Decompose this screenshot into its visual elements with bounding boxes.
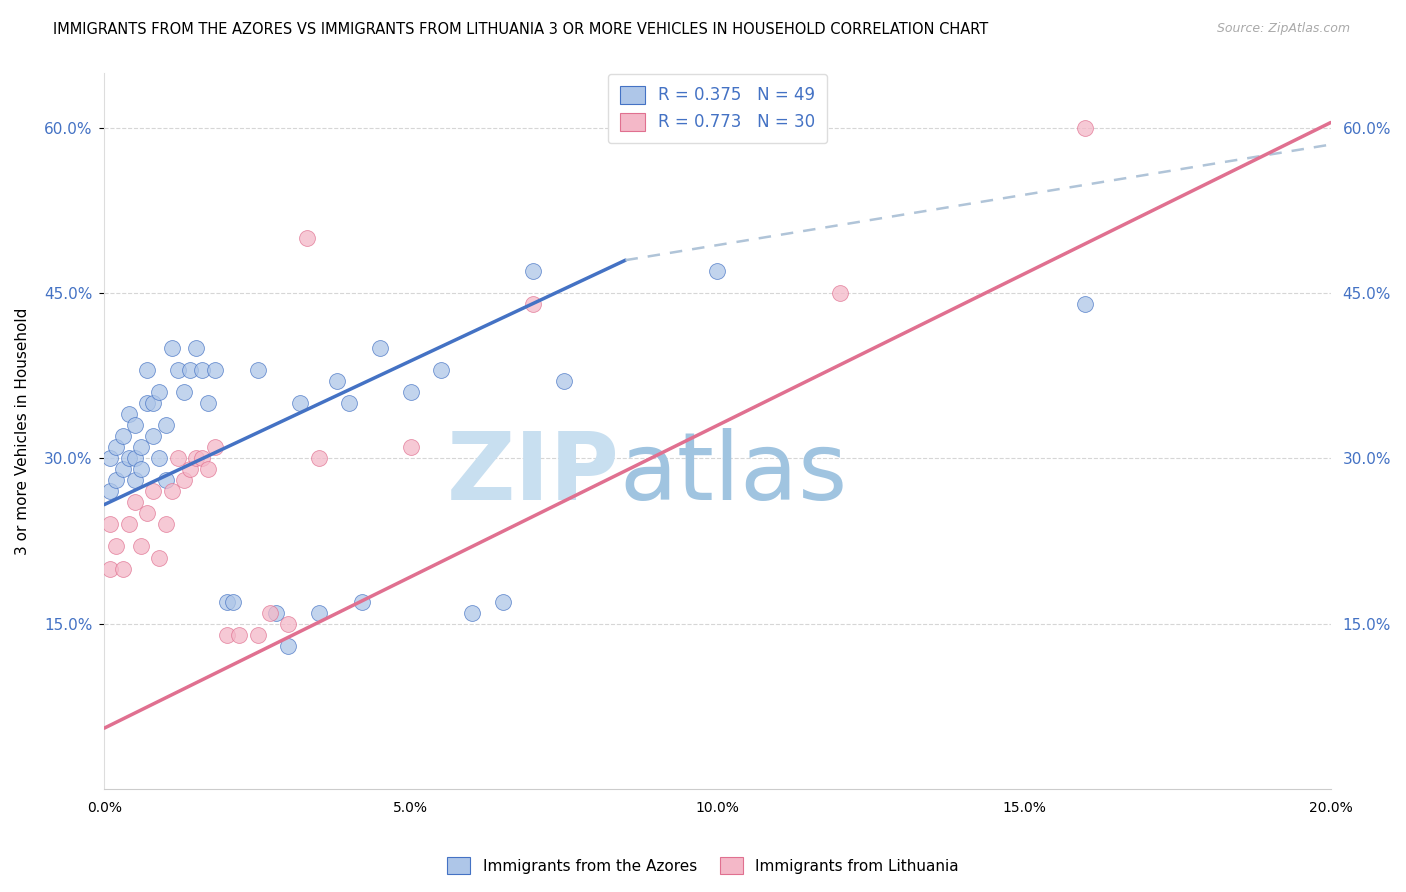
Point <box>129 462 152 476</box>
Point <box>129 441 152 455</box>
Point <box>111 561 134 575</box>
Point <box>160 484 183 499</box>
Point <box>339 396 361 410</box>
Point <box>204 363 226 377</box>
Point <box>118 451 141 466</box>
Point <box>136 507 159 521</box>
Point <box>129 540 152 554</box>
Point <box>136 363 159 377</box>
Point <box>98 517 121 532</box>
Point <box>142 484 165 499</box>
Point <box>259 606 281 620</box>
Point <box>148 385 170 400</box>
Point <box>399 385 422 400</box>
Point <box>368 341 391 355</box>
Point <box>98 451 121 466</box>
Point <box>148 550 170 565</box>
Point <box>246 363 269 377</box>
Point <box>290 396 312 410</box>
Point <box>173 385 195 400</box>
Point <box>191 451 214 466</box>
Point <box>105 441 128 455</box>
Legend: Immigrants from the Azores, Immigrants from Lithuania: Immigrants from the Azores, Immigrants f… <box>441 851 965 880</box>
Point <box>166 451 188 466</box>
Point <box>124 495 146 509</box>
Text: Source: ZipAtlas.com: Source: ZipAtlas.com <box>1216 22 1350 36</box>
Point <box>124 474 146 488</box>
Point <box>105 474 128 488</box>
Point <box>155 517 177 532</box>
Point <box>197 462 219 476</box>
Point <box>155 474 177 488</box>
Point <box>179 462 201 476</box>
Point <box>111 462 134 476</box>
Point <box>160 341 183 355</box>
Text: ZIP: ZIP <box>447 428 619 520</box>
Point <box>614 99 637 113</box>
Point <box>492 594 515 608</box>
Point <box>111 429 134 443</box>
Point <box>191 363 214 377</box>
Point <box>246 627 269 641</box>
Point <box>204 441 226 455</box>
Point <box>215 627 238 641</box>
Point <box>553 374 575 388</box>
Point <box>124 418 146 433</box>
Point <box>215 594 238 608</box>
Point <box>1074 121 1097 136</box>
Point <box>277 616 299 631</box>
Point <box>350 594 373 608</box>
Point <box>264 606 287 620</box>
Point <box>142 429 165 443</box>
Point <box>98 484 121 499</box>
Point <box>399 441 422 455</box>
Point <box>522 264 544 278</box>
Point <box>142 396 165 410</box>
Point <box>197 396 219 410</box>
Point <box>830 286 852 301</box>
Point <box>461 606 484 620</box>
Point <box>430 363 453 377</box>
Point <box>98 561 121 575</box>
Point <box>179 363 201 377</box>
Text: IMMIGRANTS FROM THE AZORES VS IMMIGRANTS FROM LITHUANIA 3 OR MORE VEHICLES IN HO: IMMIGRANTS FROM THE AZORES VS IMMIGRANTS… <box>53 22 988 37</box>
Point <box>522 297 544 311</box>
Point <box>105 540 128 554</box>
Point <box>173 474 195 488</box>
Point <box>118 408 141 422</box>
Y-axis label: 3 or more Vehicles in Household: 3 or more Vehicles in Household <box>15 307 30 555</box>
Point <box>222 594 245 608</box>
Point <box>295 231 318 245</box>
Point <box>186 341 208 355</box>
Point <box>277 639 299 653</box>
Point <box>228 627 250 641</box>
Point <box>124 451 146 466</box>
Point <box>148 451 170 466</box>
Point <box>155 418 177 433</box>
Point <box>308 451 330 466</box>
Point <box>186 451 208 466</box>
Point <box>118 517 141 532</box>
Point <box>326 374 349 388</box>
Legend: R = 0.375   N = 49, R = 0.773   N = 30: R = 0.375 N = 49, R = 0.773 N = 30 <box>607 74 827 143</box>
Point <box>136 396 159 410</box>
Point <box>308 606 330 620</box>
Point <box>706 264 728 278</box>
Point <box>1074 297 1097 311</box>
Point <box>166 363 188 377</box>
Text: atlas: atlas <box>619 428 848 520</box>
